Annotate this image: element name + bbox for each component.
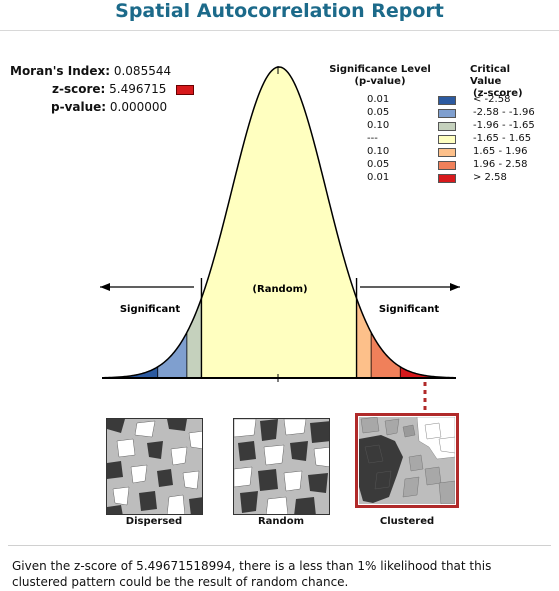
- title-divider: [0, 30, 559, 31]
- normal-distribution-chart: Significant Significant (Random): [100, 66, 460, 414]
- curve-region-3: [201, 67, 357, 378]
- curve-region-4: [356, 298, 372, 378]
- dispersed-label: Dispersed: [125, 516, 183, 527]
- legend-sig-header-line2: (p-value): [354, 76, 406, 87]
- legend-swatch-2: [438, 122, 456, 131]
- left-significant-label: Significant: [120, 304, 181, 315]
- legend-range-1: -2.58 - -1.96: [473, 107, 535, 118]
- morans-index-label: Moran's Index:: [10, 64, 111, 78]
- legend-pvalue-1: 0.05: [367, 107, 390, 118]
- zscore-value: 5.496715: [109, 82, 167, 96]
- legend-sig-header: Significance Level (p-value): [325, 64, 435, 88]
- legend-pvalue-5: 0.05: [367, 159, 390, 170]
- legend-swatch-3: [438, 135, 456, 144]
- legend-range-2: -1.96 - -1.65: [473, 120, 535, 131]
- significance-legend: Significance Level (p-value) Critical Va…: [325, 62, 555, 192]
- pvalue-label: p-value:: [51, 100, 107, 114]
- pvalue-value: 0.000000: [109, 100, 168, 114]
- dispersed-pattern-thumbnail: [106, 418, 203, 515]
- morans-index-row: Moran's Index: 0.085544: [10, 63, 171, 79]
- random-pattern-icon: [234, 419, 329, 514]
- legend-crit-header-line1: Critical Value: [470, 64, 511, 87]
- report-title: Spatial Autocorrelation Report: [115, 0, 444, 22]
- right-significant-label: Significant: [379, 304, 440, 315]
- clustered-pattern-icon: [359, 417, 455, 504]
- legend-range-5: 1.96 - 2.58: [473, 159, 528, 170]
- legend-crit-header: Critical Value (z-score): [460, 64, 530, 100]
- curve-dividers: [157, 278, 401, 378]
- legend-swatch-4: [438, 148, 456, 157]
- right-arrowhead-icon: [450, 283, 460, 291]
- legend-pvalue-0: 0.01: [367, 94, 390, 105]
- random-label-thumb: Random: [257, 516, 304, 527]
- legend-swatch-6: [438, 174, 456, 183]
- curve-region-0: [102, 366, 158, 378]
- zscore-color-swatch: [176, 84, 195, 95]
- curve-region-2: [186, 298, 202, 378]
- zscore-row: z-score: 5.496715: [52, 81, 195, 97]
- curve-region-6: [400, 366, 456, 378]
- legend-range-4: 1.65 - 1.96: [473, 146, 528, 157]
- legend-pvalue-3: ---: [367, 133, 378, 144]
- legend-swatch-0: [438, 96, 456, 105]
- legend-pvalue-2: 0.10: [367, 120, 390, 131]
- clustered-pattern-thumbnail: [359, 417, 455, 504]
- random-label: (Random): [252, 284, 307, 295]
- legend-pvalue-6: 0.01: [367, 172, 390, 183]
- curve-outline: [101, 66, 457, 379]
- clustered-label: Clustered: [379, 516, 435, 527]
- legend-swatch-5: [438, 161, 456, 170]
- dispersed-pattern-icon: [107, 419, 202, 514]
- legend-range-6: > 2.58: [473, 172, 507, 183]
- legend-range-0: < -2.58: [473, 94, 511, 105]
- zscore-label: z-score:: [52, 82, 106, 96]
- summary-divider: [8, 545, 551, 546]
- random-pattern-thumbnail: [233, 418, 330, 515]
- morans-index-value: 0.085544: [113, 64, 172, 78]
- interpretation-summary: Given the z-score of 5.49671518994, ther…: [12, 559, 492, 589]
- legend-crit-header-line2: (z-score): [473, 88, 523, 99]
- pvalue-row: p-value: 0.000000: [51, 99, 167, 115]
- legend-pvalue-4: 0.10: [367, 146, 390, 157]
- left-arrowhead-icon: [100, 283, 110, 291]
- legend-sig-header-line1: Significance Level: [329, 64, 431, 75]
- curve-fill-regions: [102, 67, 456, 378]
- legend-swatch-1: [438, 109, 456, 118]
- legend-range-3: -1.65 - 1.65: [473, 133, 532, 144]
